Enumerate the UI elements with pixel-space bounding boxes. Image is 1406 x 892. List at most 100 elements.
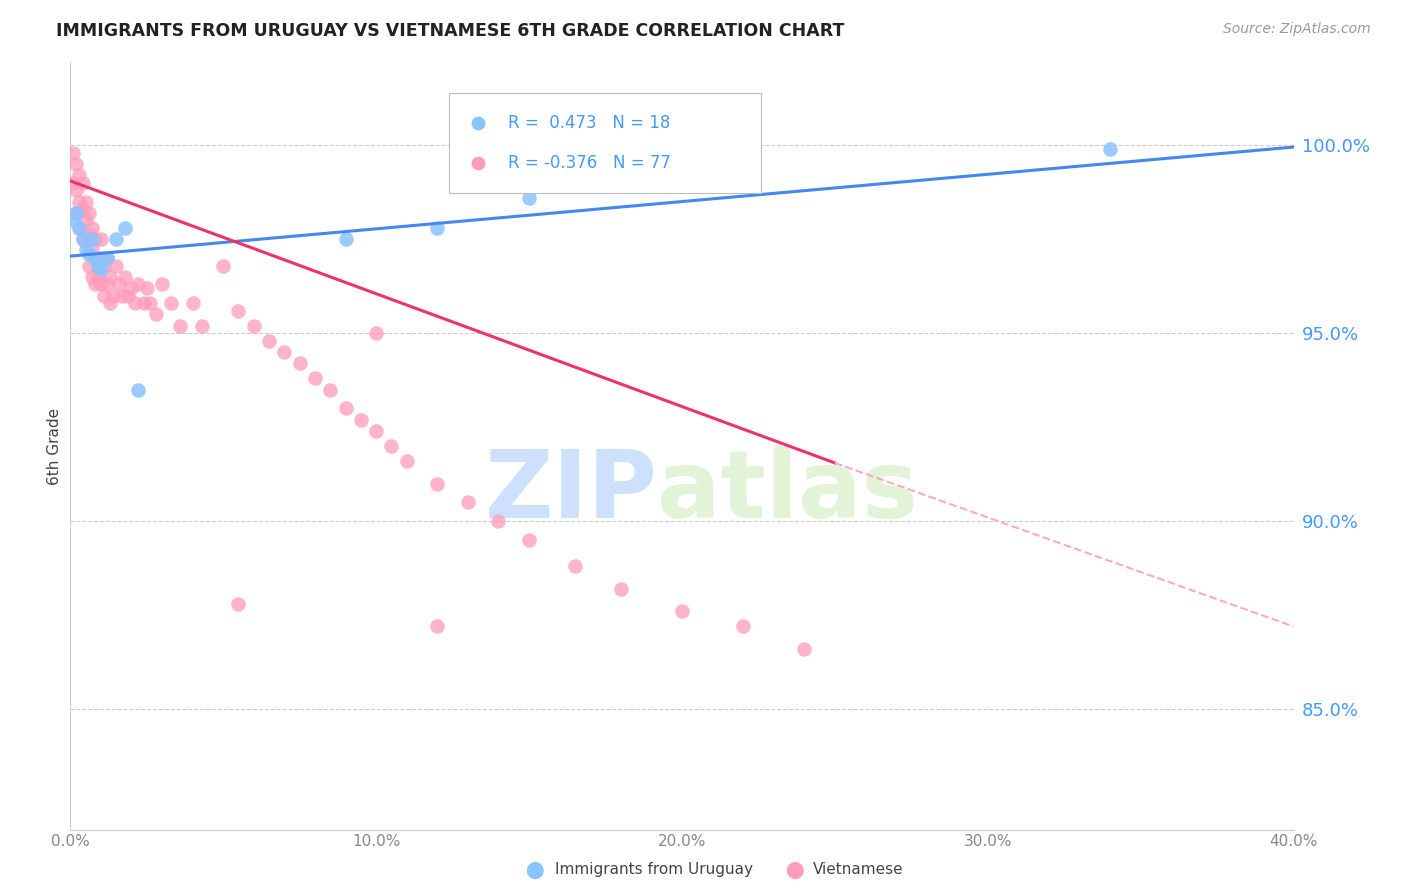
Point — [132, 296, 155, 310]
Point — [93, 259, 115, 273]
Point — [105, 232, 128, 246]
Point — [426, 220, 449, 235]
Point — [80, 220, 103, 235]
Point — [1099, 142, 1122, 156]
Point — [1077, 434, 1099, 448]
Text: R = -0.376   N = 77: R = -0.376 N = 77 — [508, 154, 671, 172]
Point — [62, 145, 84, 160]
Point — [90, 277, 112, 292]
Point — [426, 619, 449, 633]
Point — [169, 318, 191, 333]
Point — [395, 454, 418, 468]
Point — [108, 277, 131, 292]
Point — [117, 288, 139, 302]
Point — [69, 168, 91, 182]
Point — [127, 383, 149, 397]
Point — [93, 288, 115, 302]
Point — [75, 213, 97, 227]
Text: Vietnamese: Vietnamese — [813, 863, 903, 877]
Text: atlas: atlas — [658, 446, 918, 538]
Point — [80, 232, 103, 246]
Point — [87, 251, 110, 265]
Point — [90, 251, 112, 265]
Point — [80, 269, 103, 284]
Point — [457, 495, 479, 509]
Point — [488, 514, 510, 528]
Point — [87, 269, 110, 284]
Point — [319, 383, 342, 397]
Text: IMMIGRANTS FROM URUGUAY VS VIETNAMESE 6TH GRADE CORRELATION CHART: IMMIGRANTS FROM URUGUAY VS VIETNAMESE 6T… — [56, 22, 845, 40]
Point — [304, 371, 326, 385]
Point — [366, 424, 388, 438]
Text: R =  0.473   N = 18: R = 0.473 N = 18 — [508, 114, 671, 132]
Point — [83, 251, 105, 265]
FancyBboxPatch shape — [450, 93, 762, 193]
Point — [139, 296, 162, 310]
Point — [243, 318, 266, 333]
Point — [77, 228, 100, 243]
Point — [105, 259, 128, 273]
Point — [610, 582, 633, 596]
Point — [72, 232, 94, 246]
Point — [335, 232, 357, 246]
Point — [114, 220, 136, 235]
Point — [75, 194, 97, 209]
Point — [145, 307, 167, 321]
Point — [96, 251, 118, 265]
Point — [77, 259, 100, 273]
Point — [127, 277, 149, 292]
Point — [65, 206, 87, 220]
Point — [212, 259, 235, 273]
Point — [69, 220, 91, 235]
Point — [191, 318, 214, 333]
Point — [228, 303, 250, 318]
Y-axis label: 6th Grade: 6th Grade — [46, 408, 62, 484]
Point — [87, 259, 110, 273]
Point — [564, 559, 586, 574]
Point — [98, 296, 121, 310]
Point — [90, 232, 112, 246]
Point — [65, 183, 87, 197]
Point — [65, 206, 87, 220]
Point — [80, 240, 103, 254]
Point — [517, 533, 540, 547]
Point — [181, 296, 204, 310]
Point — [96, 251, 118, 265]
Point — [114, 269, 136, 284]
Point — [124, 296, 146, 310]
Point — [72, 232, 94, 246]
Point — [90, 262, 112, 277]
Point — [83, 251, 105, 265]
Point — [793, 642, 815, 657]
Point — [83, 277, 105, 292]
Point — [121, 281, 143, 295]
Point — [257, 334, 280, 348]
Point — [366, 326, 388, 341]
Point — [150, 277, 173, 292]
Point — [101, 288, 124, 302]
Point — [72, 202, 94, 216]
Point — [72, 176, 94, 190]
Point — [75, 235, 97, 250]
Point — [228, 597, 250, 611]
Point — [160, 296, 183, 310]
Point — [288, 356, 311, 370]
Point — [335, 401, 357, 416]
Point — [69, 220, 91, 235]
Point — [273, 345, 295, 359]
Point — [96, 277, 118, 292]
Point — [65, 157, 87, 171]
Text: Immigrants from Uruguay: Immigrants from Uruguay — [555, 863, 754, 877]
Point — [98, 269, 121, 284]
Point — [426, 476, 449, 491]
Point — [77, 206, 100, 220]
Point — [62, 213, 84, 227]
Text: Source: ZipAtlas.com: Source: ZipAtlas.com — [1223, 22, 1371, 37]
Text: ⬤: ⬤ — [785, 861, 804, 879]
Point — [62, 176, 84, 190]
Point — [111, 288, 134, 302]
Point — [380, 439, 402, 453]
Point — [83, 232, 105, 246]
Point — [671, 604, 693, 618]
Point — [517, 191, 540, 205]
